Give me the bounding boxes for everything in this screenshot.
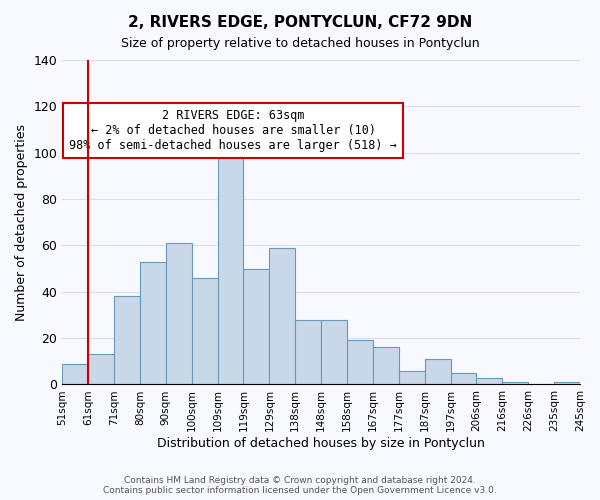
Bar (502, 382, 528, 384)
Bar (554, 382, 580, 384)
Bar (244, 268, 269, 384)
Bar (140, 262, 166, 384)
Bar (114, 296, 140, 384)
Text: Contains HM Land Registry data © Crown copyright and database right 2024.
Contai: Contains HM Land Registry data © Crown c… (103, 476, 497, 495)
Bar (88, 354, 114, 384)
Bar (269, 248, 295, 384)
Bar (218, 122, 244, 384)
Bar (399, 370, 425, 384)
Bar (373, 348, 399, 385)
Bar (347, 340, 373, 384)
Text: 2 RIVERS EDGE: 63sqm
← 2% of detached houses are smaller (10)
98% of semi-detach: 2 RIVERS EDGE: 63sqm ← 2% of detached ho… (69, 108, 397, 152)
Bar (192, 278, 218, 384)
Bar (62, 364, 88, 384)
Bar (425, 359, 451, 384)
Bar (451, 373, 476, 384)
Bar (321, 320, 347, 384)
Bar (295, 320, 321, 384)
Bar (166, 243, 192, 384)
Text: 2, RIVERS EDGE, PONTYCLUN, CF72 9DN: 2, RIVERS EDGE, PONTYCLUN, CF72 9DN (128, 15, 472, 30)
Text: Size of property relative to detached houses in Pontyclun: Size of property relative to detached ho… (121, 38, 479, 51)
Bar (476, 378, 502, 384)
X-axis label: Distribution of detached houses by size in Pontyclun: Distribution of detached houses by size … (157, 437, 485, 450)
Y-axis label: Number of detached properties: Number of detached properties (15, 124, 28, 320)
